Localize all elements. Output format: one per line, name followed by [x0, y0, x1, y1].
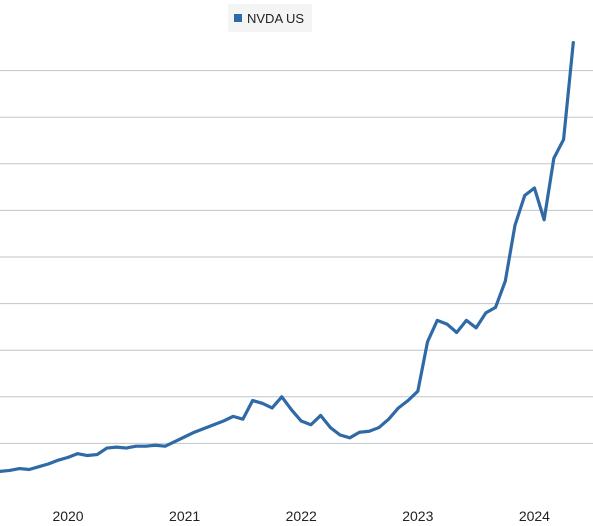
data-point	[124, 446, 128, 450]
data-point	[280, 395, 284, 399]
data-point	[222, 419, 225, 423]
data-point	[183, 435, 187, 439]
data-point	[338, 433, 342, 437]
data-point	[56, 458, 60, 462]
data-point	[290, 408, 293, 412]
data-point	[299, 419, 303, 423]
gridlines	[0, 70, 593, 444]
x-tick-label-2021: 2021	[169, 508, 200, 524]
data-point	[260, 401, 264, 405]
data-point	[192, 430, 196, 434]
data-point	[202, 427, 206, 430]
series-line-nvda	[0, 41, 575, 473]
x-tick-label-2022: 2022	[286, 508, 317, 524]
data-point	[144, 444, 148, 448]
data-point	[86, 454, 89, 457]
data-point	[154, 443, 157, 447]
data-point	[27, 468, 31, 471]
legend-label: NVDA US	[247, 10, 305, 26]
data-point	[319, 414, 323, 417]
legend: NVDA US	[228, 4, 313, 32]
data-point	[484, 311, 488, 315]
data-point	[474, 326, 478, 330]
data-point	[0, 469, 2, 473]
data-point	[571, 41, 575, 45]
data-point	[377, 426, 381, 429]
data-point	[37, 465, 41, 469]
data-point	[503, 279, 507, 283]
legend-swatch	[234, 14, 242, 22]
data-point	[513, 223, 517, 227]
data-point	[494, 305, 497, 309]
data-point	[212, 423, 216, 427]
data-point	[523, 194, 527, 197]
data-point	[387, 417, 391, 421]
data-point	[66, 455, 70, 459]
data-point	[251, 399, 255, 402]
data-point	[76, 452, 80, 456]
data-point	[416, 389, 420, 393]
x-tick-label-2024: 2024	[519, 508, 550, 524]
data-point	[435, 318, 439, 322]
data-point	[163, 444, 167, 448]
data-point	[231, 414, 235, 418]
data-point	[8, 469, 12, 472]
data-point	[406, 399, 410, 402]
data-point	[348, 436, 352, 440]
data-point	[358, 430, 361, 434]
data-point	[562, 138, 565, 141]
data-point	[542, 218, 546, 222]
data-point	[426, 340, 429, 344]
data-point	[533, 186, 536, 190]
data-point	[47, 462, 50, 466]
data-point	[396, 406, 400, 410]
data-point	[134, 444, 138, 448]
data-point	[115, 445, 118, 449]
x-axis-ticks: 2020 2021 2022 2023 2024	[52, 508, 550, 524]
data-point	[328, 426, 332, 429]
data-point	[367, 429, 371, 433]
data-point	[270, 406, 274, 410]
data-point	[241, 417, 245, 421]
x-tick-label-2023: 2023	[402, 508, 433, 524]
data-point	[18, 467, 21, 470]
data-point	[445, 322, 449, 326]
data-point	[105, 446, 109, 450]
data-point	[95, 453, 99, 456]
data-point	[465, 318, 468, 322]
series-layer	[0, 41, 575, 473]
data-point	[455, 331, 459, 334]
x-tick-label-2020: 2020	[52, 508, 83, 524]
data-point	[552, 156, 556, 160]
data-point	[173, 440, 177, 443]
data-point	[309, 423, 313, 427]
